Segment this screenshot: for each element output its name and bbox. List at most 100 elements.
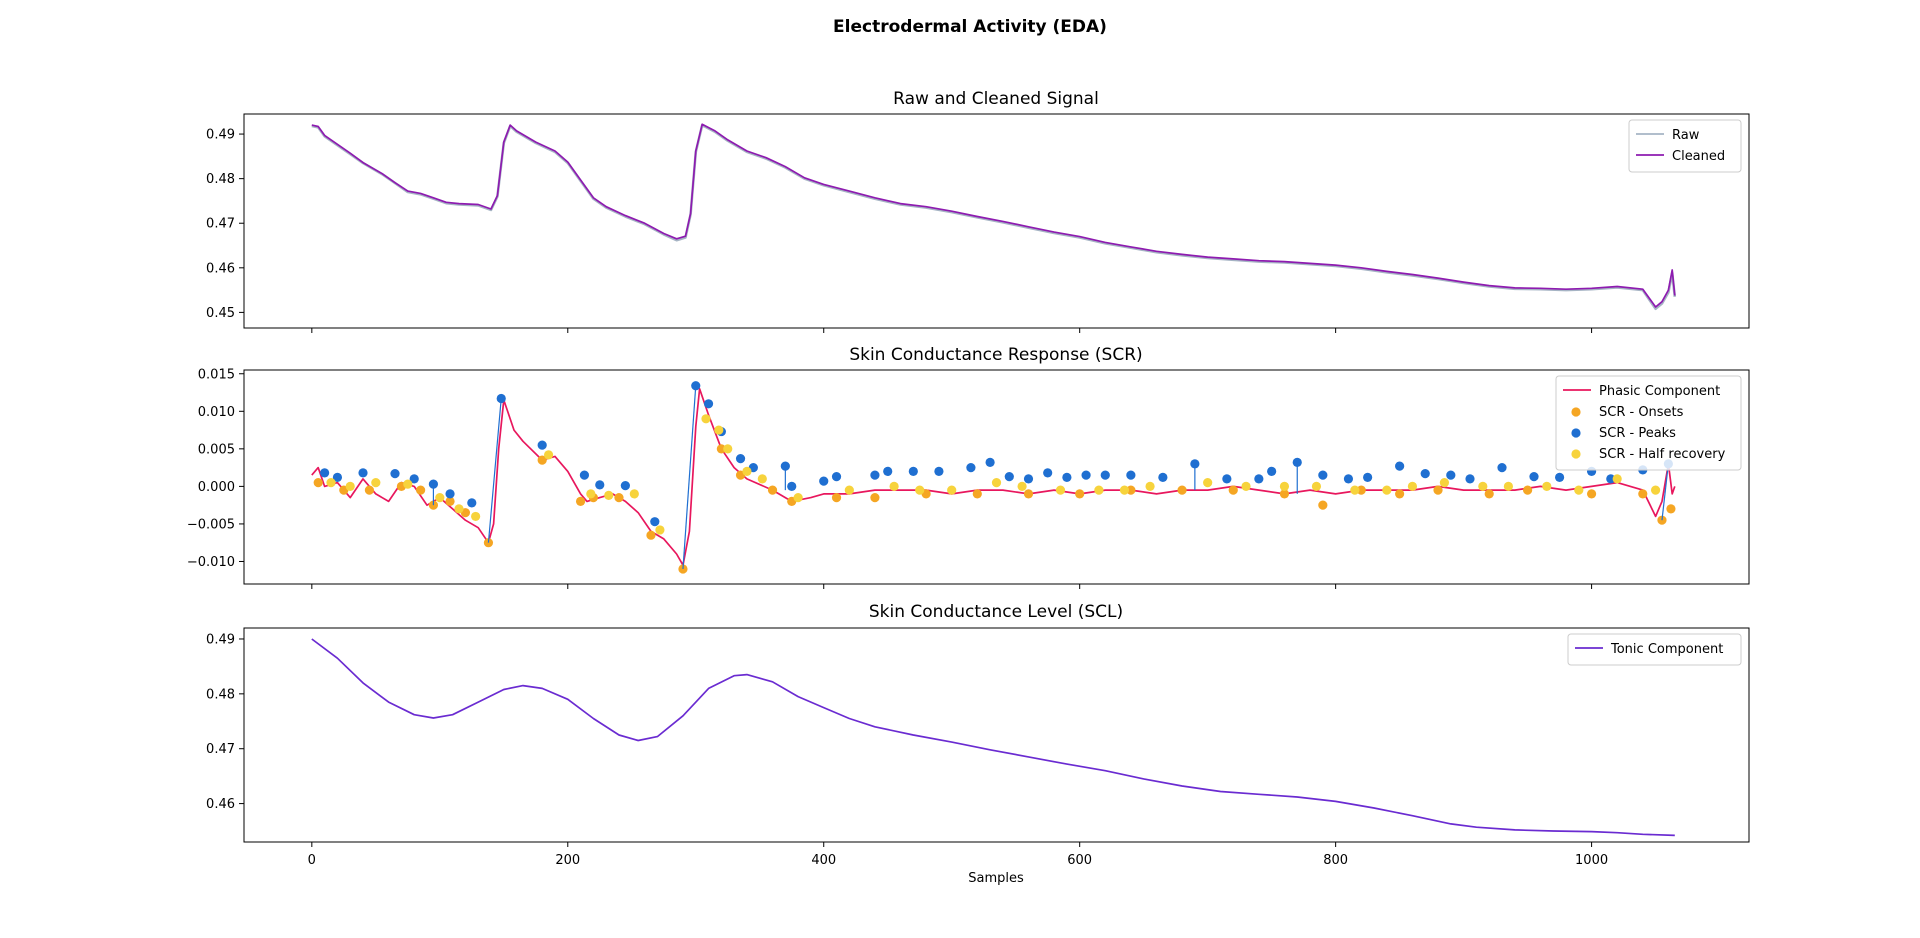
scr-stem-line xyxy=(1661,463,1669,521)
scr-half-recovery-point xyxy=(655,525,665,535)
scr-half-recovery-point xyxy=(543,450,554,460)
y-tick-label: 0.49 xyxy=(206,632,235,647)
scr-half-recovery-point xyxy=(701,414,711,424)
scr-onsets-point xyxy=(1523,485,1533,495)
scr-half-recovery-point xyxy=(471,511,481,522)
panel-title-scl: Skin Conductance Level (SCL) xyxy=(869,602,1123,622)
y-tick-label: 0.47 xyxy=(206,217,235,232)
scr-onsets-point xyxy=(972,489,982,499)
scr-peaks-point xyxy=(1222,474,1232,484)
scr-peaks-point xyxy=(390,469,400,479)
scr-half-recovery-point xyxy=(345,481,355,491)
scr-onsets-point xyxy=(416,485,426,495)
legend-marker xyxy=(1571,407,1581,417)
scr-peaks-point xyxy=(1465,474,1475,484)
x-tick-label: 800 xyxy=(1323,853,1348,868)
axes-frame xyxy=(243,369,1750,585)
y-tick-label: −0.005 xyxy=(187,517,235,532)
scr-half-recovery-point xyxy=(435,493,445,503)
scr-half-recovery-point xyxy=(1503,481,1514,491)
scr-peaks-point xyxy=(985,457,995,467)
scr-onsets-point xyxy=(716,444,726,454)
y-tick-label: 0.48 xyxy=(206,687,235,702)
y-tick-label: 0.005 xyxy=(198,442,235,457)
scr-half-recovery-point xyxy=(371,478,381,488)
legend-label: Tonic Component xyxy=(1610,642,1723,657)
scr-peaks-point xyxy=(358,468,368,478)
legend-label: Phasic Component xyxy=(1599,384,1720,399)
scr-half-recovery-point xyxy=(1542,481,1552,491)
scr-peaks-point xyxy=(1004,472,1014,482)
scr-onsets-point xyxy=(1484,489,1494,499)
scr-half-recovery-point xyxy=(629,489,639,499)
scr-onsets-point xyxy=(678,564,688,574)
legend-marker xyxy=(1571,428,1581,438)
plot-area xyxy=(311,638,1675,837)
scr-onsets-point xyxy=(1023,489,1034,499)
scr-onsets-point xyxy=(1126,485,1136,495)
plot-area xyxy=(311,123,1677,311)
scr-peaks-point xyxy=(1446,470,1456,480)
scr-peaks-point xyxy=(1126,470,1136,480)
legend-box xyxy=(1567,633,1742,666)
scr-peaks-point xyxy=(1554,472,1565,482)
panel-title-scr: Skin Conductance Response (SCR) xyxy=(849,345,1142,365)
scr-peaks-point xyxy=(735,454,746,464)
panel-title-raw: Raw and Cleaned Signal xyxy=(893,89,1099,109)
scr-half-recovery-point xyxy=(1612,474,1622,484)
legend-marker xyxy=(1571,449,1581,459)
legend-label: Cleaned xyxy=(1672,149,1725,164)
scr-half-recovery-point xyxy=(1145,481,1155,491)
y-tick-label: 0.49 xyxy=(206,128,235,143)
scr-peaks-point xyxy=(1100,470,1110,480)
scr-onsets-point xyxy=(1318,500,1328,510)
scr-peaks-point xyxy=(1606,474,1616,484)
scr-half-recovery-point xyxy=(1119,485,1130,495)
scr-onsets-point xyxy=(1075,489,1085,499)
scr-onsets-point xyxy=(767,485,778,495)
scr-peaks-point xyxy=(870,470,880,480)
plot-area xyxy=(311,381,1676,574)
scr-onsets-point xyxy=(870,493,880,503)
scr-half-recovery-point xyxy=(889,481,899,491)
scr-peaks-point xyxy=(1497,463,1507,473)
scr-stem-line xyxy=(682,385,697,570)
scr-half-recovery-point xyxy=(403,479,413,489)
scr-peaks-point xyxy=(1318,470,1328,480)
scr-half-recovery-point xyxy=(714,425,724,435)
cleaned-line xyxy=(311,123,1676,308)
scr-peaks-point xyxy=(1395,461,1405,471)
panel-scr: 0.015 0.010 0.005 0.000 −0.005 −0.010 Phasic C… xyxy=(187,367,1750,589)
scr-peaks-point xyxy=(579,470,590,480)
scr-peaks-point xyxy=(908,466,918,476)
y-tick-label: −0.010 xyxy=(187,555,235,570)
scr-peaks-point xyxy=(1420,469,1430,479)
x-tick-label: 400 xyxy=(811,853,836,868)
scr-onsets-point xyxy=(313,478,323,488)
scr-onsets-point xyxy=(1433,485,1443,495)
y-tick-label: 0.45 xyxy=(206,306,235,321)
scr-peaks-point xyxy=(595,480,605,490)
panel-raw-cleaned: 0.49 0.48 0.47 0.46 0.45 Raw Cleaned xyxy=(206,113,1750,333)
y-tick-label: 0.47 xyxy=(206,742,235,757)
scr-onsets-point xyxy=(1638,489,1648,499)
scr-half-recovery-point xyxy=(586,489,596,499)
y-tick-label: 0.000 xyxy=(198,480,235,495)
legend-label: Raw xyxy=(1672,128,1700,143)
scr-stem-line xyxy=(487,398,502,543)
scr-half-recovery-point xyxy=(1203,478,1213,488)
x-axis-label: Samples xyxy=(968,871,1024,886)
scr-onsets-point xyxy=(1356,485,1366,495)
raw-line xyxy=(311,123,1677,311)
scr-half-recovery-point xyxy=(1478,481,1488,491)
scr-onsets-point xyxy=(364,485,375,495)
panel-scl: 0.49 0.48 0.47 0.46 0 200 400 600 800 1000 Tonic C… xyxy=(206,627,1750,868)
legend: Raw Cleaned xyxy=(1628,119,1742,173)
scr-peaks-point xyxy=(1267,466,1277,476)
scr-peaks-point xyxy=(1343,474,1354,484)
scr-onsets-point xyxy=(831,493,842,503)
scr-onsets-point xyxy=(1177,485,1187,495)
scr-half-recovery-point xyxy=(1350,485,1360,495)
scr-peaks-point xyxy=(1363,472,1373,482)
scr-peaks-point xyxy=(1529,472,1539,482)
